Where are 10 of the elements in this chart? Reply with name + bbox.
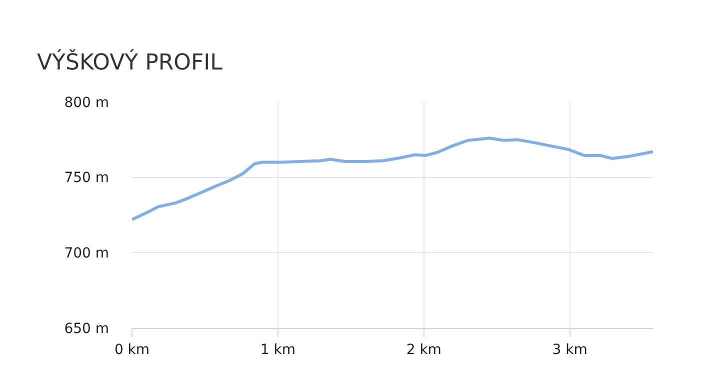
y-tick-label: 750 m: [64, 170, 109, 186]
x-tick-label: 3 km: [552, 342, 588, 358]
y-tick-label: 650 m: [64, 320, 109, 337]
x-tick-label: 2 km: [406, 342, 442, 358]
y-tick-label: 800 m: [64, 94, 109, 111]
x-tick-label: 1 km: [260, 342, 296, 358]
line-series: [132, 136, 653, 222]
chart-title: VÝŠKOVÝ PROFIL: [37, 48, 224, 76]
x-tick-label: 0 km: [114, 342, 150, 358]
y-tick-label: 700 m: [64, 246, 109, 262]
